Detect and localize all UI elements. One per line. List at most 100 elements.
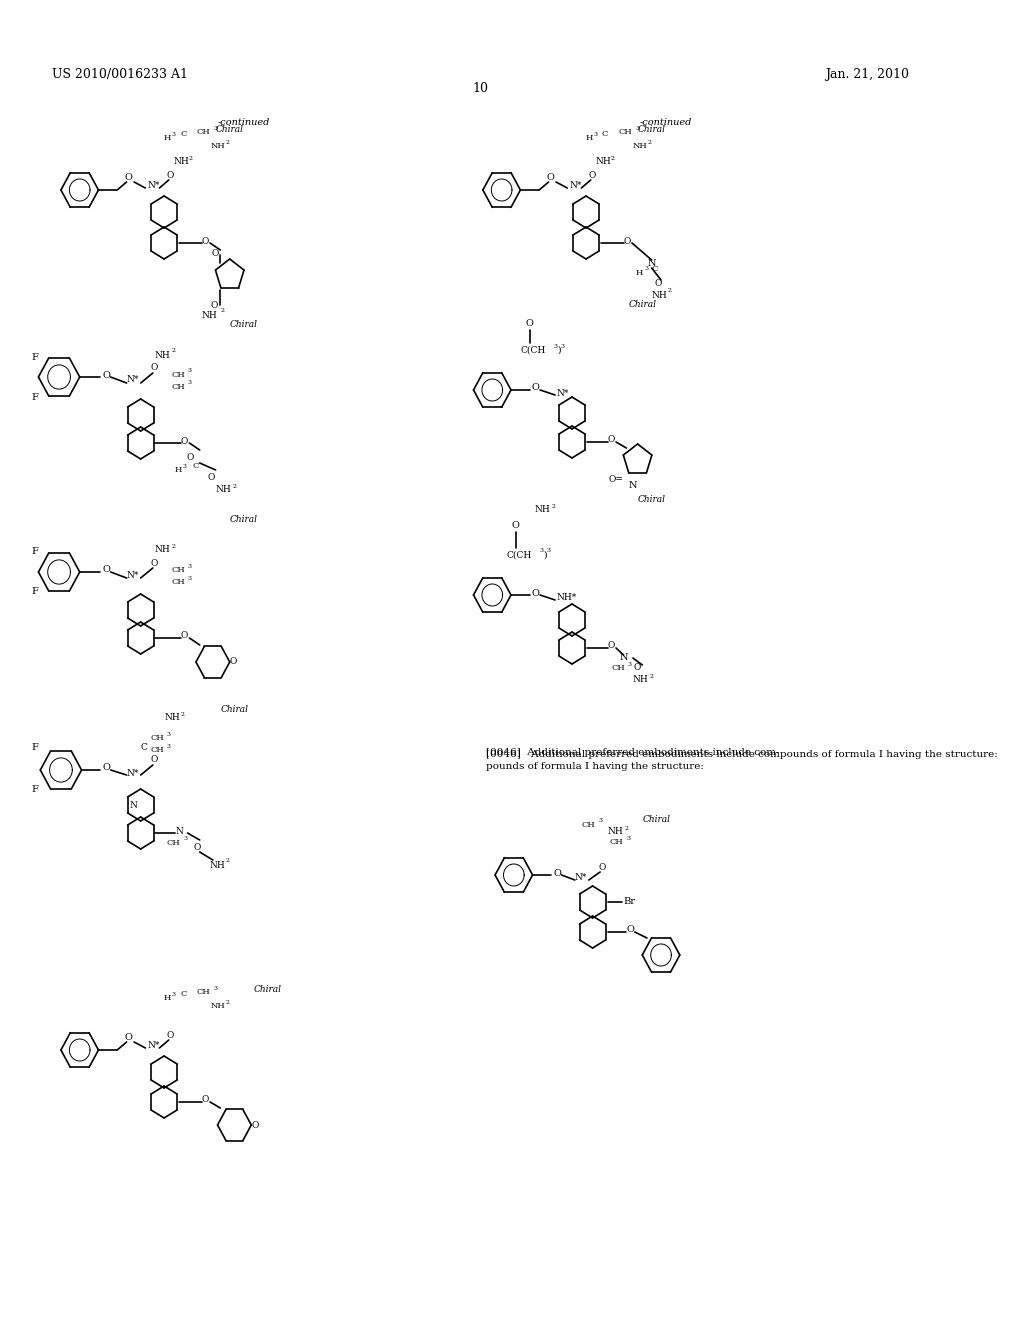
Text: pounds of formula I having the structure:: pounds of formula I having the structure… [485, 762, 703, 771]
Text: O: O [531, 384, 540, 392]
Text: O: O [607, 436, 615, 445]
Text: NH: NH [173, 157, 189, 166]
Text: O: O [589, 170, 596, 180]
Text: CH: CH [582, 821, 595, 829]
Text: NH: NH [155, 545, 170, 554]
Text: Jan. 21, 2010: Jan. 21, 2010 [825, 69, 909, 81]
Text: O: O [607, 642, 615, 651]
Text: F: F [32, 352, 38, 362]
Text: 2: 2 [648, 140, 652, 144]
Text: CH: CH [151, 734, 164, 742]
Text: O: O [598, 862, 605, 871]
Text: CH: CH [151, 746, 164, 754]
Text: N: N [129, 800, 137, 809]
Text: Chiral: Chiral [216, 125, 244, 135]
Text: 2: 2 [232, 483, 237, 488]
Text: O=: O= [608, 475, 624, 484]
Text: N: N [629, 480, 637, 490]
Text: C: C [180, 129, 186, 139]
Text: O: O [531, 589, 540, 598]
Text: 3: 3 [644, 267, 648, 272]
Text: 3: 3 [553, 343, 557, 348]
Text: 3: 3 [167, 743, 171, 748]
Text: O: O [186, 454, 194, 462]
Text: [0046] Additional preferred embodiments include compounds of formula I having th: [0046] Additional preferred embodiments … [485, 750, 997, 759]
Text: CH: CH [172, 371, 185, 379]
Text: O: O [624, 236, 631, 246]
Text: NH: NH [651, 290, 668, 300]
Text: NH: NH [216, 486, 231, 495]
Text: O: O [202, 236, 209, 246]
Text: N*: N* [556, 388, 568, 397]
Text: 3: 3 [627, 836, 631, 841]
Text: N*: N* [127, 570, 139, 579]
Text: O: O [553, 869, 561, 878]
Text: NH: NH [633, 143, 647, 150]
Text: O: O [125, 1034, 132, 1043]
Text: 3: 3 [547, 549, 551, 553]
Text: O: O [125, 173, 132, 182]
Text: NH: NH [209, 861, 225, 870]
Text: C: C [651, 265, 658, 273]
Text: 10: 10 [472, 82, 488, 95]
Text: Chiral: Chiral [229, 515, 258, 524]
Text: -continued: -continued [218, 117, 270, 127]
Text: Br: Br [624, 898, 636, 907]
Text: O: O [102, 371, 110, 380]
Text: Chiral: Chiral [229, 319, 258, 329]
Text: N: N [175, 826, 183, 836]
Text: C: C [140, 742, 147, 751]
Text: F: F [32, 587, 38, 597]
Text: O: O [167, 170, 174, 180]
Text: 3: 3 [187, 368, 191, 374]
Text: O: O [202, 1096, 209, 1105]
Text: O: O [102, 565, 110, 574]
Text: O: O [229, 657, 238, 667]
Text: CH: CH [167, 840, 180, 847]
Text: NH: NH [595, 157, 611, 166]
Text: NH: NH [211, 143, 225, 150]
Text: 2: 2 [226, 140, 230, 144]
Text: CH: CH [172, 578, 185, 586]
Text: Chiral: Chiral [642, 814, 671, 824]
Text: O: O [547, 173, 554, 182]
Text: O: O [194, 843, 201, 853]
Text: 2: 2 [226, 858, 230, 863]
Text: 3: 3 [214, 986, 218, 990]
Text: CH: CH [197, 987, 211, 997]
Text: CH: CH [172, 566, 185, 574]
Text: Chiral: Chiral [220, 705, 249, 714]
Text: O: O [634, 664, 641, 672]
Text: 2: 2 [181, 711, 185, 717]
Text: O: O [512, 520, 519, 529]
Text: F: F [32, 743, 38, 752]
Text: O: O [251, 1121, 259, 1130]
Text: US 2010/0016233 A1: US 2010/0016233 A1 [51, 69, 187, 81]
Text: N: N [647, 259, 656, 268]
Text: C: C [602, 129, 608, 139]
Text: 3: 3 [214, 125, 218, 131]
Text: NH: NH [211, 1002, 225, 1010]
Text: NH*: NH* [556, 594, 577, 602]
Text: 3: 3 [561, 343, 564, 348]
Text: H: H [163, 994, 171, 1002]
Text: F: F [32, 392, 38, 401]
Text: O: O [167, 1031, 174, 1040]
Text: NH: NH [535, 506, 550, 515]
Text: ): ) [543, 550, 547, 560]
Text: 3: 3 [183, 837, 187, 842]
Text: 2: 2 [226, 999, 230, 1005]
Text: H: H [636, 269, 643, 277]
Text: Chiral: Chiral [253, 985, 282, 994]
Text: O: O [151, 558, 159, 568]
Text: O: O [207, 474, 215, 483]
Text: C: C [180, 990, 186, 998]
Text: N*: N* [147, 1040, 160, 1049]
Text: 3: 3 [172, 132, 175, 136]
Text: NH: NH [155, 351, 170, 359]
Text: CH: CH [172, 383, 185, 391]
Text: 3: 3 [187, 576, 191, 581]
Text: 2: 2 [172, 348, 175, 354]
Text: F: F [32, 785, 38, 795]
Text: 3: 3 [598, 818, 602, 824]
